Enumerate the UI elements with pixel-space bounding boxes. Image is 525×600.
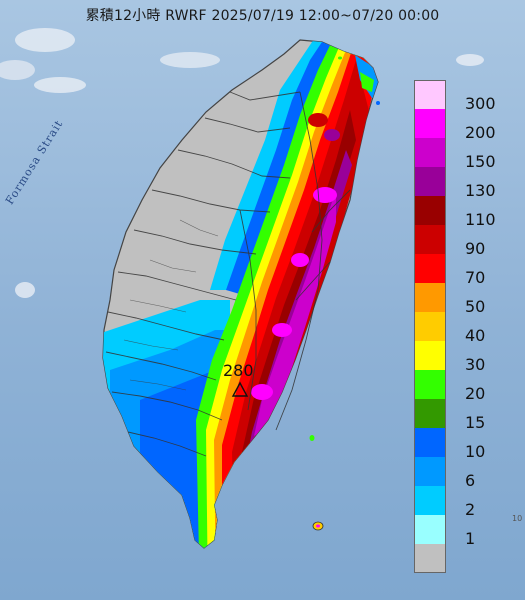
legend-label: 70	[465, 268, 486, 287]
legend-swatch	[414, 341, 446, 370]
legend-item: 90	[414, 225, 520, 258]
legend-label: 10	[465, 442, 486, 461]
rainfall-legend: 300 200 150 130 110 90 70 50 40 30 20 15 10 6 2 1	[414, 80, 520, 573]
legend-swatch	[414, 399, 446, 428]
legend-label: 50	[465, 297, 486, 316]
map-title: 累積12小時 RWRF 2025/07/19 12:00~07/20 00:00	[85, 8, 440, 24]
legend-label: 30	[465, 355, 486, 374]
legend-swatch	[414, 515, 446, 544]
rivers	[123, 219, 219, 391]
legend-label: 15	[465, 413, 486, 432]
edge-label: 10	[512, 514, 523, 523]
offshore-islands	[309, 56, 380, 531]
legend-item: 40	[414, 312, 520, 345]
legend-item: 20	[414, 370, 520, 403]
legend-swatch	[414, 167, 446, 196]
legend-swatch	[414, 283, 446, 312]
legend-item: 50	[414, 283, 520, 316]
legend-swatch	[414, 428, 446, 457]
legend-item: 150	[414, 138, 520, 171]
legend-item: 15	[414, 399, 520, 432]
legend-swatch	[414, 312, 446, 341]
legend-swatch	[414, 254, 446, 283]
legend-swatch	[414, 196, 446, 225]
legend-label: 110	[465, 210, 496, 229]
legend-item: 10	[414, 428, 520, 461]
legend-label: 130	[465, 181, 496, 200]
legend-label: 40	[465, 326, 486, 345]
legend-swatch	[414, 457, 446, 486]
legend-swatch	[414, 544, 446, 573]
legend-label: 150	[465, 152, 496, 171]
legend-swatch	[414, 138, 446, 167]
legend-label: 6	[465, 471, 476, 490]
legend-swatch	[414, 370, 446, 399]
legend-item: 70	[414, 254, 520, 287]
legend-label: 90	[465, 239, 486, 258]
legend-item	[414, 544, 520, 573]
legend-item: 2	[414, 486, 520, 519]
legend-swatch	[414, 486, 446, 515]
legend-label: 20	[465, 384, 486, 403]
cloud-cover	[0, 28, 484, 298]
legend-item: 300	[414, 80, 520, 113]
legend-item: 30	[414, 341, 520, 374]
legend-item: 6	[414, 457, 520, 490]
legend-label: 1	[465, 529, 476, 548]
legend-label: 300	[465, 94, 496, 113]
legend-label: 2	[465, 500, 476, 519]
max-value-label: 280	[223, 361, 254, 380]
max-marker-triangle	[231, 381, 249, 397]
legend-item: 200	[414, 109, 520, 142]
county-boundaries	[105, 91, 351, 457]
legend-label: 200	[465, 123, 496, 142]
legend-swatch	[414, 80, 446, 109]
legend-swatch	[414, 109, 446, 138]
legend-item: 1	[414, 515, 520, 548]
legend-item: 130	[414, 167, 520, 200]
legend-swatch	[414, 225, 446, 254]
legend-item: 110	[414, 196, 520, 229]
